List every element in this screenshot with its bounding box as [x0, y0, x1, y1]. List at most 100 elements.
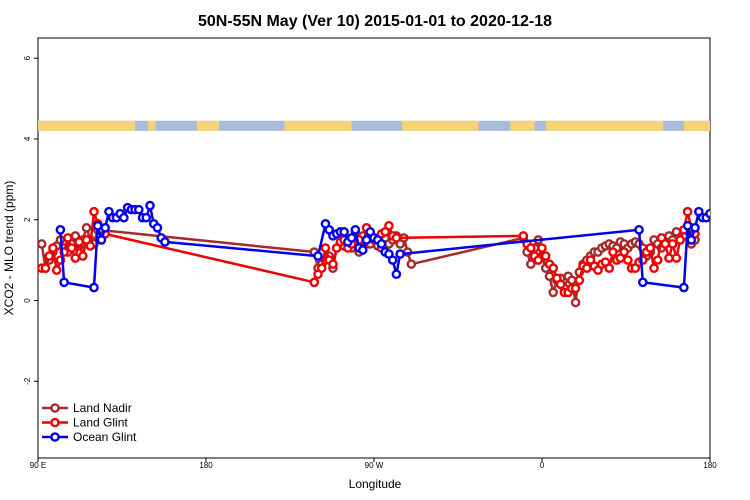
data-point [555, 279, 566, 290]
y-tick-label: 4 [23, 136, 32, 141]
data-point [313, 251, 323, 261]
land-band-segment [196, 120, 220, 131]
legend-item: Land Nadir [42, 401, 132, 415]
series-layer [38, 200, 710, 308]
series-ocean-glint [55, 200, 710, 293]
data-point [40, 263, 51, 273]
data-point [582, 263, 592, 273]
data-point [679, 282, 689, 293]
data-point [361, 235, 372, 245]
data-point [391, 269, 402, 280]
data-point [100, 223, 110, 233]
data-point [548, 263, 559, 273]
data-point [141, 212, 152, 223]
land-band-segment [402, 120, 479, 131]
data-point [567, 275, 577, 286]
data-point [48, 243, 58, 253]
data-point [81, 223, 92, 233]
y-tick-label: 2 [23, 217, 32, 222]
data-point [160, 237, 170, 247]
x-axis-label: Longitude [349, 477, 402, 491]
land-band-segment [510, 120, 535, 131]
data-point [391, 233, 402, 243]
x-tick-label: 0 [540, 461, 545, 470]
data-point [544, 271, 555, 282]
x-tick-label: 90 W [365, 461, 384, 470]
data-point [634, 225, 644, 235]
data-point [63, 233, 73, 243]
data-point [55, 225, 66, 235]
data-point [152, 223, 163, 233]
data-point [316, 263, 327, 273]
data-point [526, 243, 536, 253]
data-point [59, 277, 69, 288]
y-axis-label: XCO2 - MLO trend (ppm) [2, 181, 16, 316]
data-point [38, 239, 47, 249]
land-band-segment [545, 120, 664, 131]
data-point [376, 239, 387, 249]
legend-swatch-marker [50, 403, 60, 413]
data-point [78, 251, 88, 261]
data-point [89, 206, 99, 217]
ocean-band [38, 120, 710, 131]
data-point [89, 282, 99, 293]
data-point [406, 259, 417, 269]
data-point [570, 297, 581, 308]
y-tick-label: 0 [23, 298, 32, 303]
data-point [387, 255, 398, 265]
data-point [682, 206, 693, 217]
data-point [570, 283, 581, 294]
land-band-segment [284, 120, 352, 131]
legend-swatch-marker [50, 417, 60, 428]
data-point [708, 214, 710, 221]
data-point [309, 277, 320, 288]
data-point [384, 220, 394, 231]
data-point [328, 259, 338, 269]
data-point [526, 259, 536, 269]
data-point [638, 277, 648, 288]
legend-item: Land Glint [42, 416, 128, 430]
data-point [675, 235, 685, 245]
data-point [357, 245, 368, 255]
data-point [540, 251, 551, 261]
data-point [652, 255, 663, 265]
data-point [660, 239, 671, 249]
data-point [667, 239, 678, 249]
chart-title: 50N-55N May (Ver 10) 2015-01-01 to 2020-… [198, 13, 552, 30]
data-point [133, 204, 144, 215]
data-point [574, 275, 585, 286]
data-point [671, 253, 682, 263]
data-point [645, 243, 656, 253]
data-point [705, 208, 710, 219]
x-tick-label: 180 [199, 461, 213, 470]
data-point [395, 249, 405, 259]
data-point [682, 220, 693, 231]
data-point [686, 235, 697, 245]
data-point [339, 227, 349, 237]
data-point [70, 253, 81, 263]
data-point [623, 255, 633, 265]
data-point [44, 251, 55, 261]
legend-label: Land Nadir [73, 401, 132, 415]
data-point [85, 241, 96, 251]
data-point [320, 243, 331, 253]
land-band-segment [148, 120, 156, 131]
axes: 90 E 180 90 W 0 180 -2 0 2 4 6 [23, 55, 717, 470]
land-band-segment [38, 120, 136, 131]
data-point [649, 263, 659, 273]
data-point [96, 235, 107, 245]
legend-label: Land Glint [73, 416, 128, 430]
x-tick-label: 90 E [30, 461, 46, 470]
data-point [608, 247, 618, 257]
data-point [533, 255, 544, 265]
legend-item: Ocean Glint [42, 430, 137, 444]
land-band-segment [683, 120, 710, 131]
data-point [604, 263, 615, 273]
data-point [51, 265, 62, 276]
legend-swatch-marker [50, 432, 60, 442]
data-point [664, 253, 674, 263]
data-point [145, 200, 155, 211]
data-point [119, 212, 129, 223]
y-tick-label: -2 [23, 377, 32, 385]
data-point [619, 247, 629, 257]
